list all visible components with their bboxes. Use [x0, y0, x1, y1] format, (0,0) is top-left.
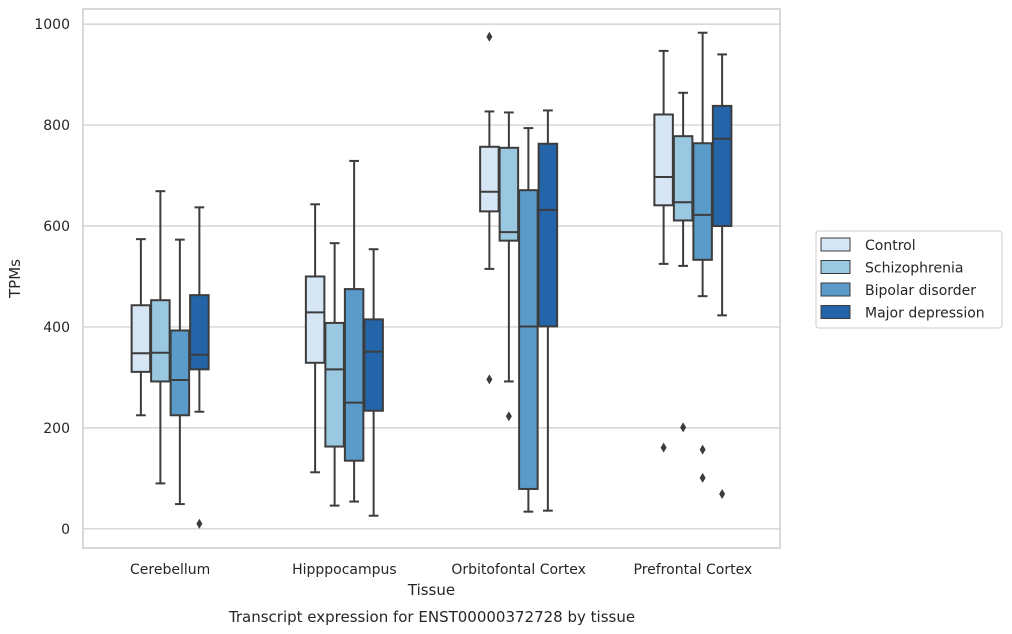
outlier-point — [680, 422, 687, 433]
outlier-point — [699, 444, 706, 455]
legend-swatch — [820, 305, 851, 319]
box-iqr — [672, 135, 694, 222]
box-plot-series — [130, 31, 733, 529]
x-tick-label: Prefrontal Cortex — [634, 562, 753, 578]
legend-swatch — [820, 282, 851, 297]
y-axis-label: TPMs — [6, 259, 24, 299]
box-plot-box — [672, 91, 694, 433]
legend-swatch — [820, 237, 851, 252]
box-iqr — [653, 113, 674, 207]
outlier-point — [660, 442, 667, 453]
legend-label: Bipolar disorder — [865, 283, 976, 299]
box-plot-box — [130, 238, 152, 417]
outlier-point — [505, 411, 512, 422]
x-axis-ticks: Cerebellum Hipppocampus Orbitofontal Corte… — [130, 562, 752, 578]
box-iqr — [189, 294, 210, 371]
box-iqr — [169, 329, 191, 417]
y-tick-label: 1000 — [34, 17, 70, 33]
box-iqr — [711, 104, 733, 228]
y-tick-label: 200 — [43, 421, 70, 437]
box-iqr — [363, 318, 384, 412]
box-plot-box — [518, 127, 539, 513]
box-iqr — [518, 189, 539, 490]
box-iqr — [692, 142, 713, 261]
box-iqr — [343, 288, 365, 462]
box-plot-box — [189, 206, 210, 529]
box-iqr — [537, 142, 559, 328]
box-plot-box — [324, 242, 345, 507]
legend-label: Schizophrenia — [865, 261, 963, 277]
outlier-point — [719, 488, 726, 499]
box-plot-box — [692, 31, 713, 483]
legend-frame — [815, 230, 1003, 329]
y-axis-ticks: 0 200 400 600 800 1000 — [34, 17, 70, 538]
legend-label: Control — [865, 238, 916, 254]
box-plot-box — [711, 53, 733, 499]
outlier-point — [486, 31, 493, 42]
box-plot-box — [150, 190, 171, 485]
x-axis-label: Tissue — [407, 581, 455, 599]
box-plot-box — [304, 203, 326, 474]
y-tick-label: 0 — [61, 522, 70, 538]
box-plot-box — [479, 31, 500, 385]
outlier-point — [699, 472, 706, 483]
x-tick-label: Orbitofontal Cortex — [451, 562, 586, 578]
plot-frame — [82, 8, 781, 549]
y-tick-label: 600 — [43, 219, 70, 235]
box-plot-box — [537, 109, 559, 512]
box-plot-box — [653, 49, 674, 453]
grid-lines — [83, 23, 780, 530]
box-plot-box — [169, 238, 191, 506]
legend-label: Major depression — [865, 306, 985, 322]
box-plot-box — [498, 111, 520, 422]
outlier-point — [486, 374, 493, 385]
legend-swatch — [820, 260, 851, 274]
box-iqr — [150, 299, 171, 383]
y-tick-label: 800 — [43, 118, 70, 134]
box-iqr — [130, 304, 152, 373]
box-iqr — [498, 146, 520, 242]
box-iqr — [324, 321, 345, 448]
box-plot-box — [343, 159, 365, 503]
box-plot-box — [363, 248, 384, 517]
legend: Control Schizophrenia Bipolar disorder Majo… — [815, 230, 1003, 329]
box-iqr — [479, 145, 500, 213]
y-tick-label: 400 — [43, 320, 70, 336]
x-tick-label: Cerebellum — [130, 562, 210, 578]
outlier-point — [196, 518, 203, 529]
box-iqr — [304, 275, 326, 364]
chart-title: Transcript expression for ENST0000037272… — [228, 608, 635, 626]
x-tick-label: Hipppocampus — [292, 562, 397, 578]
